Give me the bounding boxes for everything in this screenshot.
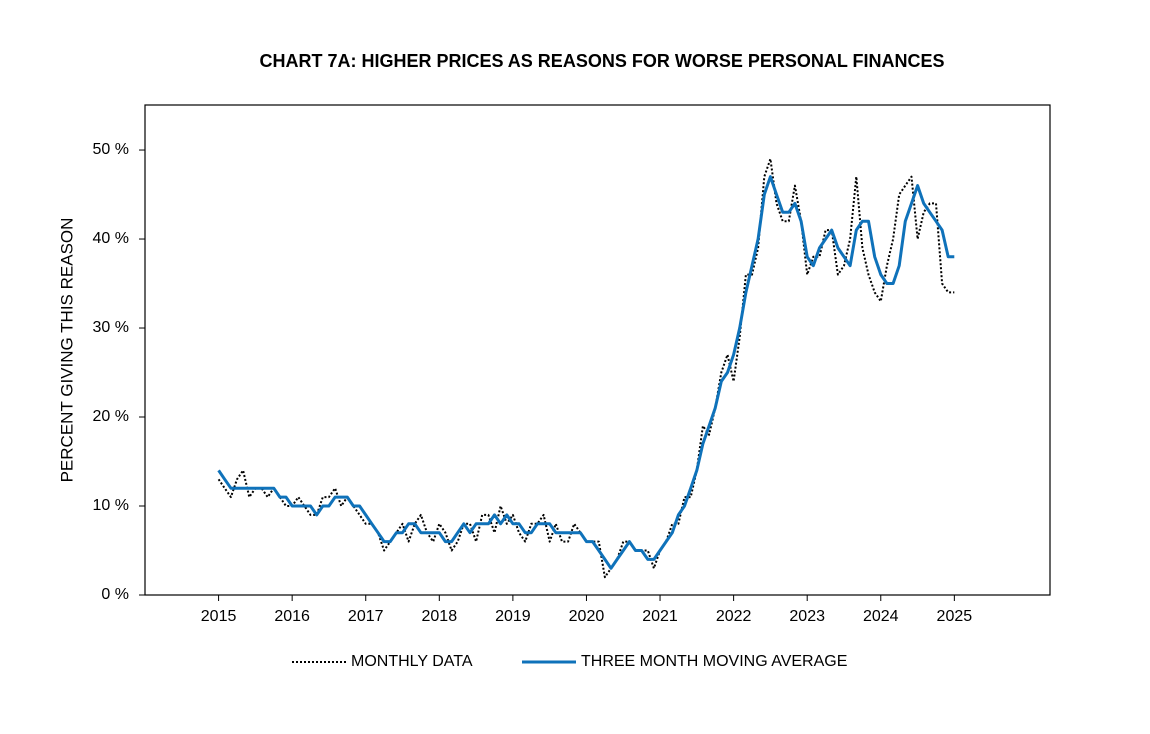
x-tick-label: 2020 bbox=[569, 608, 605, 625]
x-tick-label: 2025 bbox=[937, 608, 973, 625]
x-tick-label: 2019 bbox=[495, 608, 531, 625]
x-tick-label: 2023 bbox=[789, 608, 825, 625]
y-tick-label: 10 % bbox=[93, 497, 129, 514]
y-tick-label: 50 % bbox=[93, 141, 129, 158]
x-tick-label: 2021 bbox=[642, 608, 678, 625]
series-line bbox=[217, 175, 955, 570]
y-tick-label: 40 % bbox=[93, 230, 129, 247]
x-tick-label: 2017 bbox=[348, 608, 384, 625]
x-tick-label: 2018 bbox=[422, 608, 458, 625]
plot-frame bbox=[144, 104, 1051, 596]
x-tick-label: 2024 bbox=[863, 608, 899, 625]
chart-title: CHART 7A: HIGHER PRICES AS REASONS FOR W… bbox=[259, 51, 944, 71]
legend-label: MONTHLY DATA bbox=[351, 653, 473, 670]
y-tick-label: 0 % bbox=[101, 586, 129, 603]
y-tick-label: 20 % bbox=[93, 408, 129, 425]
x-tick-label: 2016 bbox=[274, 608, 310, 625]
legend-label: THREE MONTH MOVING AVERAGE bbox=[581, 653, 847, 670]
y-axis-title: PERCENT GIVING THIS REASON bbox=[57, 218, 76, 483]
y-tick-label: 30 % bbox=[93, 319, 129, 336]
x-tick-label: 2022 bbox=[716, 608, 752, 625]
x-tick-label: 2015 bbox=[201, 608, 237, 625]
